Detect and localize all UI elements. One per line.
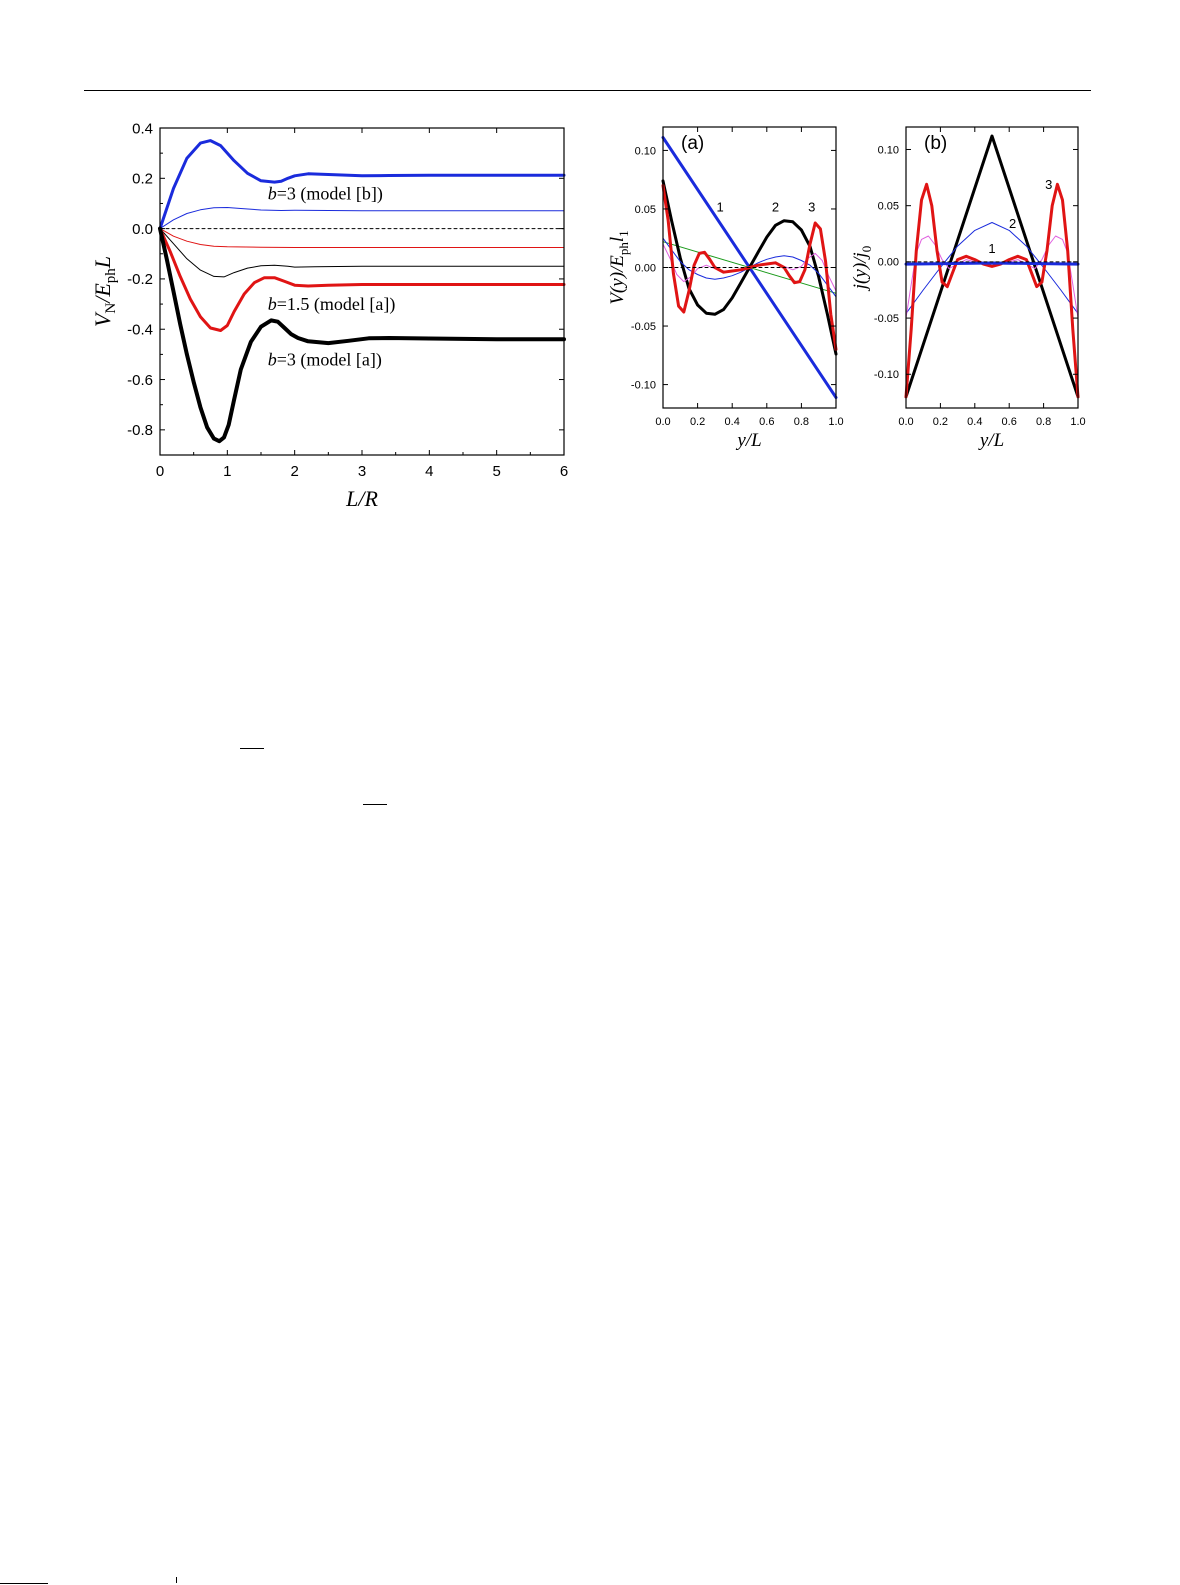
x-axis-label: y/L [978,430,1004,451]
y-tick-label: 0.0 [132,221,153,238]
x-tick-label: 4 [425,463,433,480]
y-tick-label: 0.05 [878,201,899,213]
x-tick-label: 3 [358,463,366,480]
x-tick-label: 0.8 [1036,416,1051,428]
curve-label: 3 [1045,177,1052,192]
y-tick-label: -0.4 [127,321,153,338]
chart-vn-vs-l-over-r: 0 1 2 3 4 5 6 -0.8 -0.6 -0.4 -0.2 0.0 0.2 0.4 L/R VN/Ep… [90,120,568,511]
series-line-blue-1 [159,207,565,230]
chart-b-current-profile: 0.0 0.2 0.4 0.6 0.8 1.0 -0.10 -0.05 0.00 0.05 0.10… [850,126,1086,451]
y-tick-label: 0.10 [635,145,656,157]
curve-label: 1 [716,199,723,214]
x-tick-label: 2 [290,463,298,480]
panel-label: (b) [924,133,947,154]
y-tick-label: -0.10 [631,379,656,391]
x-axis-label: y/L [735,430,761,451]
y-tick-label: -0.10 [874,369,899,381]
x-tick-label: 0.4 [967,416,982,428]
curve-annotation: b=3 (model [b]) [268,183,383,204]
y-tick-label: 0.2 [132,171,153,188]
series-line-red-4 [158,227,566,332]
x-tick-label: 0.8 [794,416,809,428]
fraction-bar [363,804,387,805]
x-tick-label: 5 [492,463,500,480]
chart-a-voltage-profile: 0.0 0.2 0.4 0.6 0.8 1.0 -0.10 -0.05 0.00 0.05 0.10… [607,126,844,451]
series-line-red-3 [904,182,1080,399]
panel-label: (a) [681,133,704,154]
y-tick-label: -0.6 [127,372,153,389]
figure: 0 1 2 3 4 5 6-0.8-0.6-0.4-0.20.00.20.4L/RVN/Ep… [90,120,1086,511]
curve-label: 1 [988,241,995,256]
y-tick-label: 0.10 [878,144,899,156]
x-axis-label: L/R [345,486,378,511]
footnote-rule [0,1583,48,1584]
x-tick-label: 0.4 [725,416,740,428]
x-tick-label: 0.0 [655,416,670,428]
x-tick-label: 0.0 [898,416,913,428]
curve-annotation: b=3 (model [a]) [268,349,382,370]
x-tick-label: 1.0 [1070,416,1085,428]
series-line-blue-1 [905,222,1079,315]
y-axis-label: V(y)/Ephl1 [607,230,631,304]
x-tick-label: 6 [560,463,568,480]
y-tick-label: 0.00 [878,257,899,269]
x-tick-label: 0.6 [1002,416,1017,428]
series-line-blue-0 [158,139,566,231]
series-line-black-5 [158,226,566,444]
y-tick-label: -0.2 [127,271,153,288]
y-axis-label: VN/EphL [90,256,119,327]
x-tick-label: 0.2 [933,416,948,428]
curve-annotation: b=1.5 (model [a]) [268,294,396,315]
y-tick-label: -0.05 [631,321,656,333]
header-rule [84,90,1091,91]
x-tick-label: 0.6 [759,416,774,428]
y-axis-label: j(y)/j0 [850,246,874,292]
y-tick-label: 0.4 [132,120,153,137]
y-tick-label: -0.8 [127,422,153,439]
curve-label: 3 [808,199,815,214]
series-line-black-3 [159,228,565,278]
x-tick-label: 0 [156,463,164,480]
x-tick-label: 1.0 [828,416,843,428]
fraction-bar [240,748,264,749]
x-tick-label: 0.2 [690,416,705,428]
series-line-red-2 [159,228,565,248]
series-line-blue-4 [904,261,1080,266]
x-tick-label: 1 [223,463,231,480]
y-tick-label: 0.05 [635,204,656,216]
footnote-tick [176,1577,177,1583]
plot-frame [905,126,1079,409]
series-line-black-0 [904,134,1080,399]
curve-label: 2 [1009,216,1016,231]
y-tick-label: 0.00 [635,262,656,274]
curve-label: 2 [772,199,779,214]
y-tick-label: -0.05 [874,313,899,325]
